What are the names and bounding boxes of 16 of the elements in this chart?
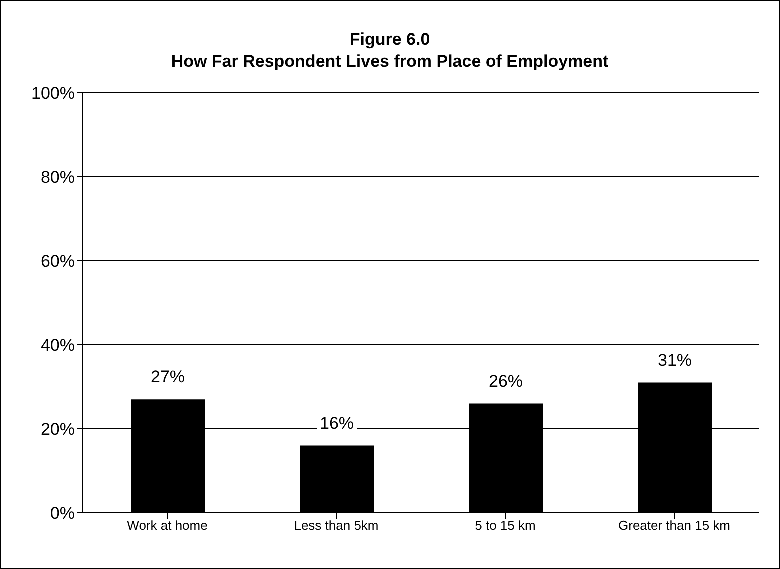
y-tick-label: 80%: [40, 168, 75, 188]
y-tick-label: 100%: [32, 84, 75, 104]
y-tick-label: 20%: [40, 420, 75, 440]
x-tick-label: 5 to 15 km: [475, 518, 536, 534]
chart-title: Figure 6.0: [348, 29, 432, 51]
data-label: 16%: [320, 414, 354, 433]
x-tick-label: Less than 5km: [294, 518, 379, 534]
x-tick-label: Work at home: [127, 518, 208, 534]
y-tick-label: 40%: [40, 336, 75, 356]
data-label: 27%: [150, 368, 186, 387]
y-tick-label: 60%: [40, 252, 75, 272]
y-tick-label: 0%: [50, 504, 75, 524]
data-label: 31%: [658, 350, 692, 370]
data-label: 26%: [488, 372, 524, 391]
x-tick-label: Greater than 15 km: [618, 518, 730, 534]
chart-subtitle: How Far Respondent Lives from Place of Employment: [170, 51, 610, 73]
